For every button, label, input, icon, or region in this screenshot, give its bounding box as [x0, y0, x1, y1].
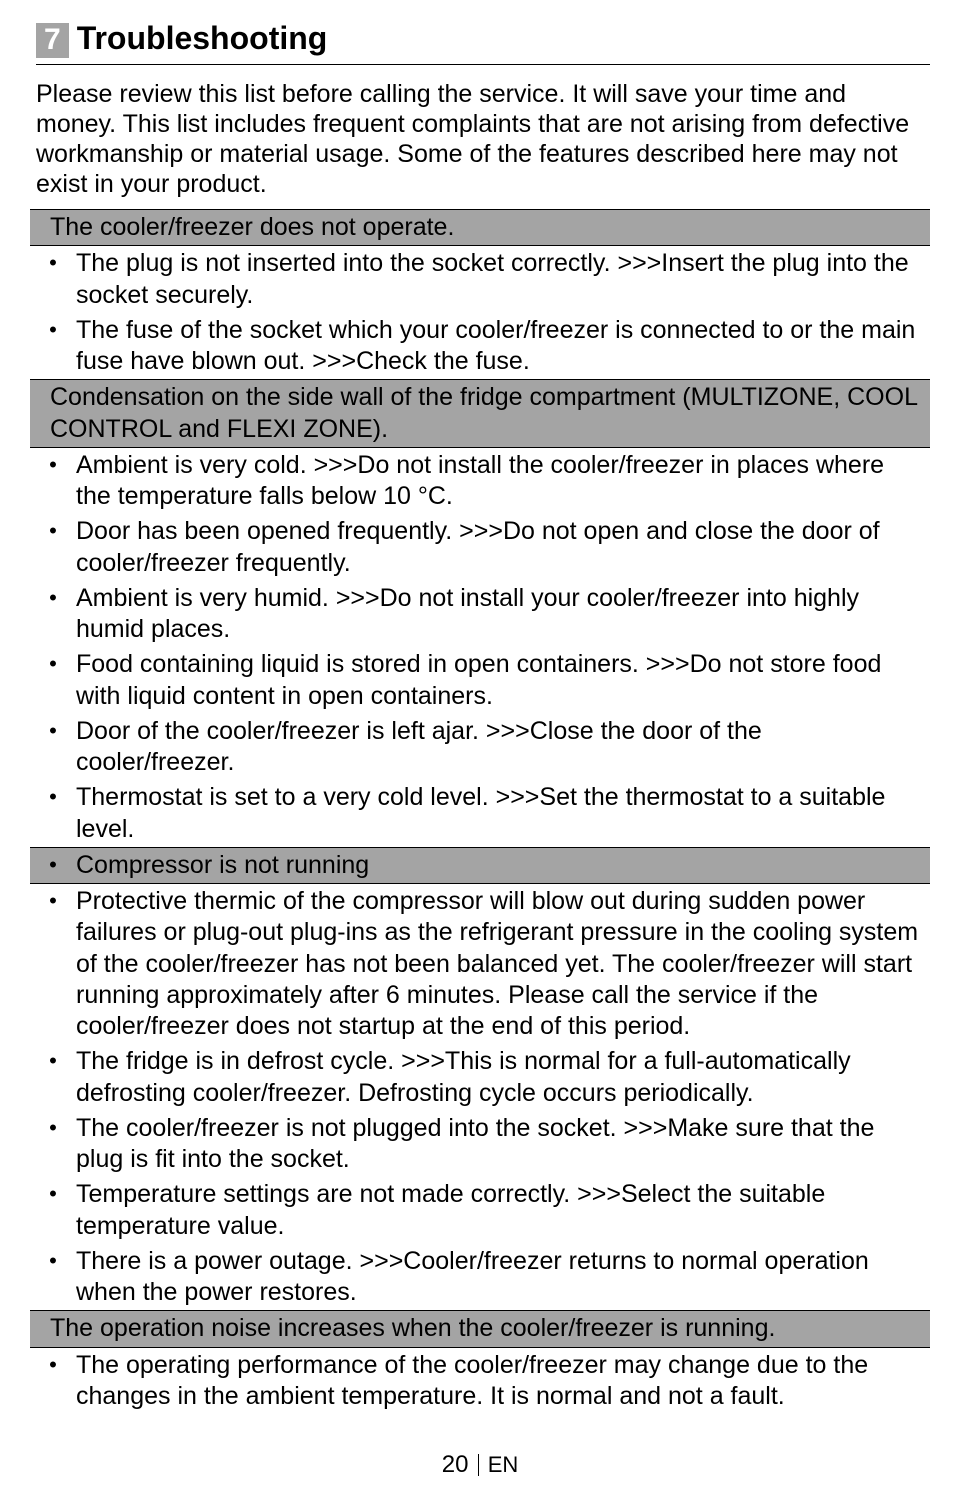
- list-item-text: Ambient is very humid. >>>Do not install…: [76, 583, 930, 646]
- list-item: The fuse of the socket which your cooler…: [30, 313, 930, 380]
- list-item: The fridge is in defrost cycle. >>>This …: [30, 1044, 930, 1111]
- section-banner: Condensation on the side wall of the fri…: [30, 379, 930, 448]
- bullet-list: Ambient is very cold. >>>Do not install …: [30, 448, 930, 847]
- bullet-list: Protective thermic of the compressor wil…: [30, 884, 930, 1310]
- chapter-title: Troubleshooting: [77, 20, 328, 57]
- list-item: The plug is not inserted into the socket…: [30, 246, 930, 313]
- footer-separator: [478, 1454, 479, 1476]
- bullet-list: The operating performance of the cooler/…: [30, 1348, 930, 1415]
- list-item-text: Ambient is very cold. >>>Do not install …: [76, 450, 930, 513]
- chapter-number: 7: [36, 23, 69, 58]
- bullet-list: The plug is not inserted into the socket…: [30, 246, 930, 379]
- list-item-text: The operating performance of the cooler/…: [76, 1350, 930, 1413]
- list-item-text: The fuse of the socket which your cooler…: [76, 315, 930, 378]
- section-banner: Compressor is not running: [30, 847, 930, 884]
- intro-paragraph: Please review this list before calling t…: [36, 79, 930, 199]
- list-item: The operating performance of the cooler/…: [30, 1348, 930, 1415]
- page-number: 20: [442, 1451, 469, 1478]
- section-banner: The cooler/freezer does not operate.: [30, 209, 930, 246]
- list-item-text: There is a power outage. >>>Cooler/freez…: [76, 1246, 930, 1309]
- list-item-text: Food containing liquid is stored in open…: [76, 649, 930, 712]
- list-item: The cooler/freezer is not plugged into t…: [30, 1111, 930, 1178]
- list-item: Food containing liquid is stored in open…: [30, 647, 930, 714]
- list-item: Ambient is very cold. >>>Do not install …: [30, 448, 930, 515]
- list-item: Door of the cooler/freezer is left ajar.…: [30, 714, 930, 781]
- list-item-text: Door has been opened frequently. >>>Do n…: [76, 516, 930, 579]
- list-item-text: The plug is not inserted into the socket…: [76, 248, 930, 311]
- section-banner: The operation noise increases when the c…: [30, 1310, 930, 1347]
- list-item: Thermostat is set to a very cold level. …: [30, 780, 930, 847]
- section-heading: Compressor is not running: [76, 850, 369, 881]
- list-item: Temperature settings are not made correc…: [30, 1177, 930, 1244]
- list-item: Protective thermic of the compressor wil…: [30, 884, 930, 1044]
- list-item-text: The fridge is in defrost cycle. >>>This …: [76, 1046, 930, 1109]
- list-item: There is a power outage. >>>Cooler/freez…: [30, 1244, 930, 1311]
- divider: [36, 64, 930, 65]
- page-language: EN: [488, 1452, 519, 1477]
- list-item-text: The cooler/freezer is not plugged into t…: [76, 1113, 930, 1176]
- list-item-text: Protective thermic of the compressor wil…: [76, 886, 930, 1042]
- list-item: Door has been opened frequently. >>>Do n…: [30, 514, 930, 581]
- list-item-text: Temperature settings are not made correc…: [76, 1179, 930, 1242]
- page-footer: 20 EN: [0, 1451, 960, 1479]
- list-item: Ambient is very humid. >>>Do not install…: [30, 581, 930, 648]
- sections-container: The cooler/freezer does not operate.The …: [30, 209, 930, 1414]
- list-item-text: Thermostat is set to a very cold level. …: [76, 782, 930, 845]
- list-item-text: Door of the cooler/freezer is left ajar.…: [76, 716, 930, 779]
- chapter-header: 7 Troubleshooting: [36, 20, 930, 58]
